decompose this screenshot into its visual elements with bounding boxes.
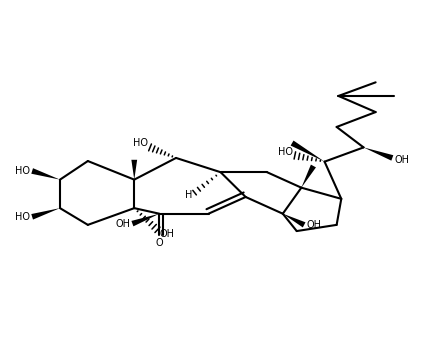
Text: HO: HO bbox=[133, 138, 148, 148]
Text: HO: HO bbox=[15, 166, 30, 176]
Polygon shape bbox=[31, 208, 60, 220]
Text: OH: OH bbox=[115, 219, 130, 229]
Text: OH: OH bbox=[306, 220, 321, 230]
Polygon shape bbox=[291, 140, 325, 162]
Polygon shape bbox=[364, 147, 393, 161]
Text: OH: OH bbox=[160, 229, 175, 239]
Polygon shape bbox=[301, 165, 316, 188]
Text: HO: HO bbox=[278, 147, 293, 157]
Text: OH: OH bbox=[395, 155, 409, 165]
Polygon shape bbox=[283, 214, 306, 227]
Polygon shape bbox=[131, 160, 137, 180]
Polygon shape bbox=[31, 168, 60, 180]
Text: O: O bbox=[156, 238, 163, 248]
Polygon shape bbox=[131, 214, 160, 226]
Text: H: H bbox=[185, 190, 192, 200]
Text: HO: HO bbox=[15, 212, 30, 222]
